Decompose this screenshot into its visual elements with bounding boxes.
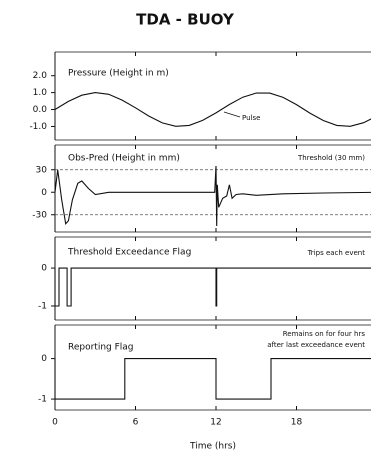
y-tick-label: -30 xyxy=(32,210,47,220)
y-tick-label: 0.0 xyxy=(33,105,48,115)
panel-title: Obs-Pred (Height in mm) xyxy=(68,154,180,164)
y-tick-label: 0 xyxy=(41,264,47,274)
panel-title: Reporting Flag xyxy=(68,343,134,353)
data-line xyxy=(54,92,371,127)
figure-title: TDA - BUOY xyxy=(136,11,235,29)
panel-title: Threshold Exceedance Flag xyxy=(67,248,191,258)
x-tick-label: 18 xyxy=(291,418,303,428)
y-tick-label: 0 xyxy=(41,354,47,364)
annotation: Remains on for four hrs xyxy=(283,330,366,338)
y-tick-label: -1 xyxy=(38,395,47,405)
y-tick-label: 2.0 xyxy=(33,71,48,81)
x-tick-label: 12 xyxy=(210,418,221,428)
annotation: Pulse xyxy=(242,114,260,122)
pulse-arrow xyxy=(223,111,241,118)
x-axis-label: Time (hrs) xyxy=(189,442,236,450)
y-tick-label: -1 xyxy=(38,301,47,311)
y-tick-label: -1.0 xyxy=(29,122,47,132)
data-line xyxy=(54,267,371,307)
annotation: after last exceedance event xyxy=(267,341,365,349)
annotation: Threshold (30 mm) xyxy=(297,154,365,162)
y-tick-label: 0 xyxy=(41,188,47,198)
x-tick-label: 0 xyxy=(52,418,58,428)
data-line xyxy=(54,358,371,400)
y-tick-label: 30 xyxy=(36,165,48,175)
annotation: Trips each event xyxy=(307,249,366,257)
panel-title: Pressure (Height in m) xyxy=(68,69,169,79)
y-tick-label: 1.0 xyxy=(33,88,48,98)
data-line xyxy=(54,165,371,227)
x-tick-label: 6 xyxy=(133,418,139,428)
